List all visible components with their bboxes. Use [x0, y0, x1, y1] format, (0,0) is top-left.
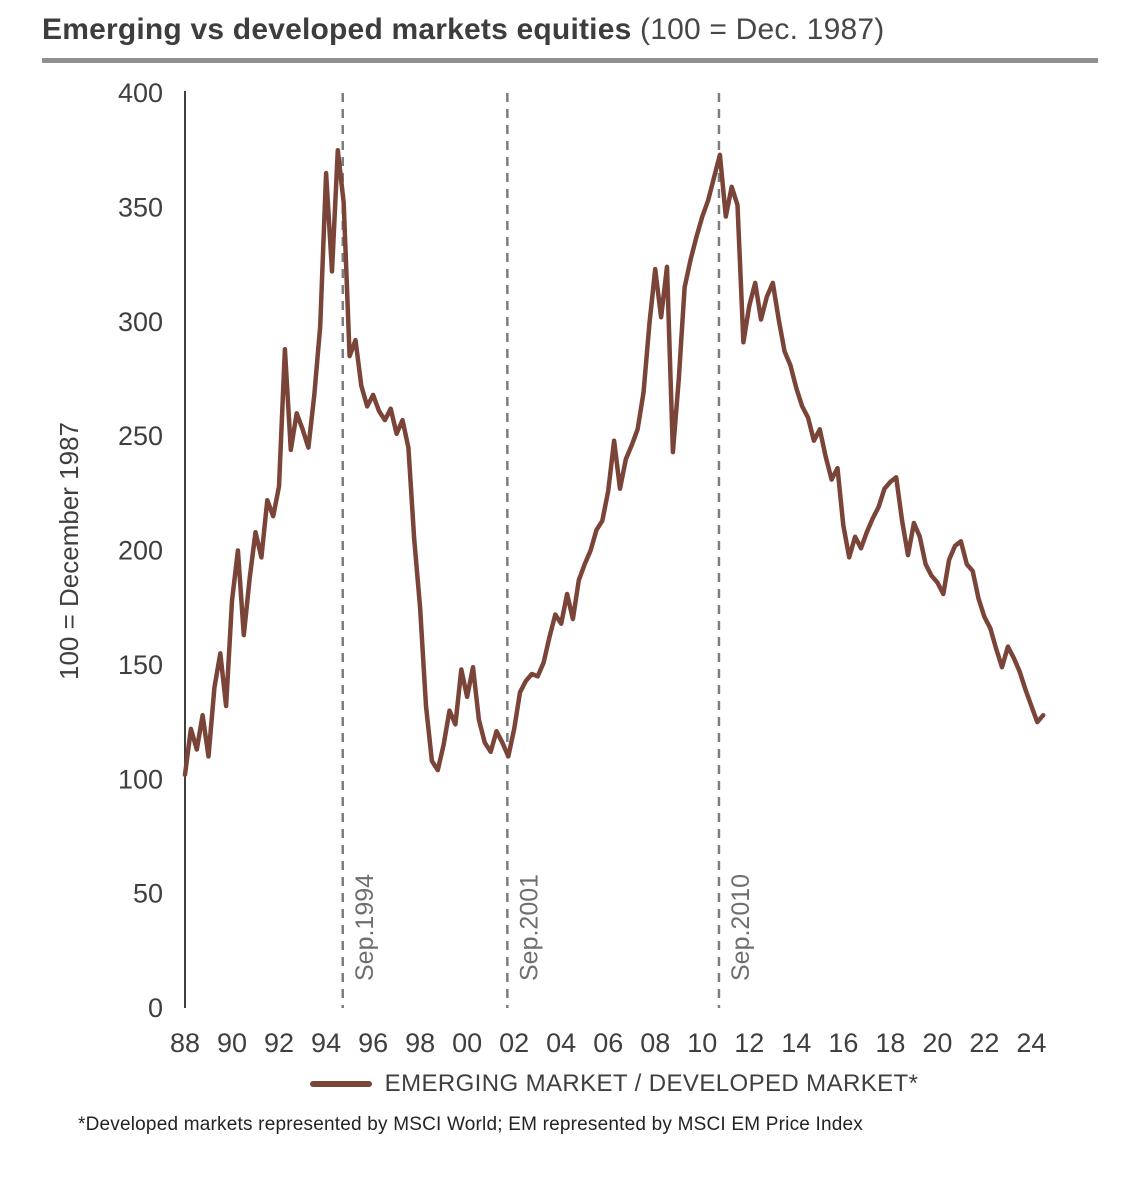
x-tick-label: 96	[358, 1028, 388, 1058]
legend-label: EMERGING MARKET / DEVELOPED MARKET*	[384, 1070, 919, 1097]
x-tick-label: 94	[311, 1028, 341, 1058]
footnote: *Developed markets represented by MSCI W…	[78, 1114, 864, 1135]
x-tick-label: 02	[499, 1028, 529, 1058]
x-tick-label: 06	[593, 1028, 623, 1058]
em-dm-ratio-line	[182, 147, 1046, 777]
title-block: Emerging vs developed markets equities (…	[42, 10, 1098, 49]
event-label: Sep.1994	[351, 874, 379, 981]
x-tick-label: 12	[734, 1028, 764, 1058]
legend: EMERGING MARKET / DEVELOPED MARKET*	[0, 1070, 1138, 1098]
x-tick-label: 14	[781, 1028, 811, 1058]
x-tick-label: 08	[640, 1028, 670, 1058]
event-label: Sep.2010	[727, 874, 755, 981]
y-tick-label: 0	[148, 993, 163, 1023]
x-tick-label: 24	[1016, 1028, 1046, 1058]
line-chart: Sep.1994 Sep.2001 Sep.2010 0 50 100 150 200 250 3…	[54, 78, 1046, 1058]
x-tick-label: 18	[875, 1028, 905, 1058]
y-tick-label: 250	[118, 421, 163, 451]
title-rule	[42, 58, 1098, 63]
y-tick-label: 350	[118, 192, 163, 222]
y-tick-label: 100	[118, 764, 163, 794]
x-tick-label: 22	[969, 1028, 999, 1058]
page-title-suffix: (100 = Dec. 1987)	[640, 13, 885, 46]
y-tick-label: 150	[118, 650, 163, 680]
x-tick-label: 16	[828, 1028, 858, 1058]
y-tick-label: 400	[118, 78, 163, 108]
x-tick-label: 90	[217, 1028, 247, 1058]
legend-line-swatch	[309, 1081, 372, 1087]
y-tick-label: 300	[118, 307, 163, 337]
x-tick-label: 98	[405, 1028, 435, 1058]
x-tick-label: 20	[922, 1028, 952, 1058]
page-title-main: Emerging vs developed markets equities	[42, 13, 632, 46]
x-tick-label: 92	[264, 1028, 294, 1058]
page-title: Emerging vs developed markets equities (…	[42, 10, 1098, 49]
x-tick-label: 10	[687, 1028, 717, 1058]
x-tick-label: 00	[452, 1028, 482, 1058]
x-tick-label: 88	[170, 1028, 200, 1058]
event-label: Sep.2001	[515, 874, 543, 981]
x-tick-label: 04	[546, 1028, 576, 1058]
y-axis-label: 100 = December 1987	[54, 422, 84, 680]
y-tick-label: 50	[133, 879, 163, 909]
y-tick-label: 200	[118, 536, 163, 566]
